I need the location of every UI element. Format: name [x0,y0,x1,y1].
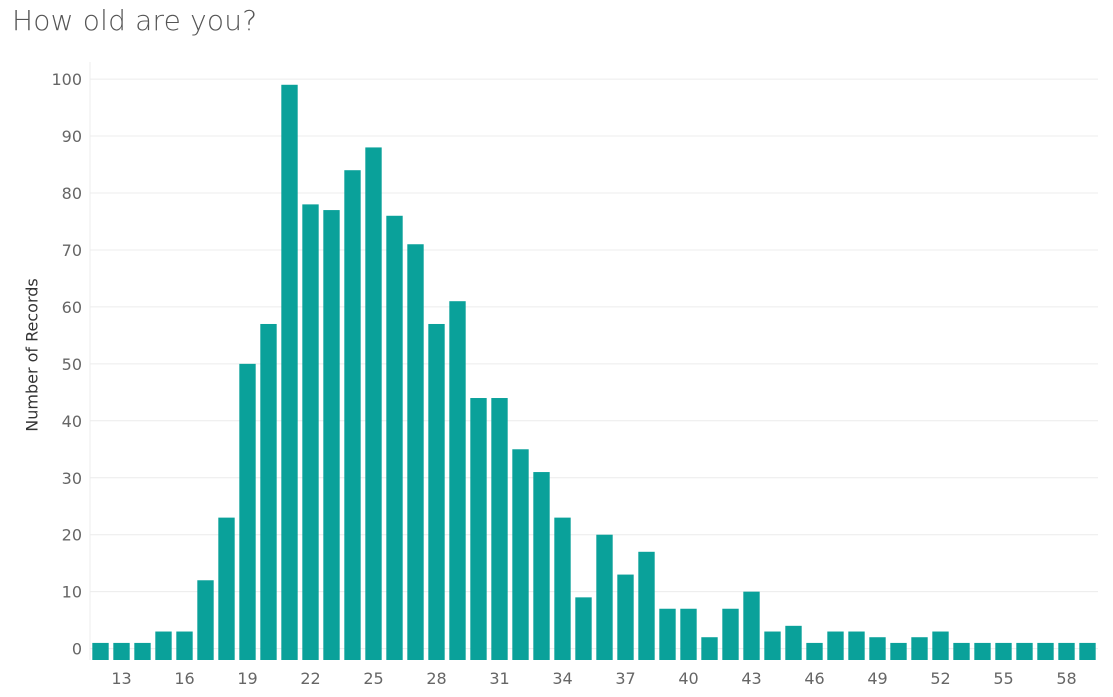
bar-age-54 [974,642,991,660]
bar-age-45 [785,625,802,660]
y-tick-label: 50 [62,355,82,374]
bar-age-44 [764,631,781,660]
x-tick-label: 31 [489,669,509,688]
bar-age-31 [491,398,508,660]
y-tick-label: 40 [62,412,82,431]
x-tick-label: 52 [930,669,950,688]
y-tick-label: 80 [62,184,82,203]
bar-age-12 [92,642,109,660]
x-tick-label: 34 [552,669,572,688]
bar-age-13 [113,642,130,660]
bar-age-32 [512,449,529,660]
bar-age-38 [638,551,655,660]
bar-age-16 [176,631,193,660]
bar-age-59 [1079,642,1096,660]
x-tick-label: 25 [363,669,383,688]
bar-age-42 [722,608,739,660]
y-tick-label: 10 [62,583,82,602]
bar-age-40 [680,608,697,660]
bar-age-20 [260,323,277,660]
bar-age-50 [890,642,907,660]
bar-age-34 [554,517,571,660]
x-tick-label: 28 [426,669,446,688]
x-tick-label: 58 [1056,669,1076,688]
bar-age-46 [806,642,823,660]
bar-age-57 [1037,642,1054,660]
bar-age-28 [428,323,445,660]
bar-age-43 [743,591,760,660]
bar-age-51 [911,637,928,660]
bar-age-24 [344,170,361,660]
bar-age-17 [197,580,214,660]
bar-age-39 [659,608,676,660]
bar-age-26 [386,215,403,660]
bar-age-14 [134,642,151,660]
bar-age-58 [1058,642,1075,660]
bar-age-37 [617,574,634,660]
bar-age-53 [953,642,970,660]
bar-age-19 [239,363,256,660]
y-tick-label: 100 [51,70,82,89]
bar-age-47 [827,631,844,660]
x-tick-label: 49 [867,669,887,688]
y-tick-label: 30 [62,469,82,488]
bar-age-52 [932,631,949,660]
bar-age-30 [470,398,487,660]
bar-age-18 [218,517,235,660]
y-tick-label: 60 [62,298,82,317]
x-tick-label: 43 [741,669,761,688]
y-tick-label: 20 [62,526,82,545]
x-tick-label: 13 [111,669,131,688]
bar-age-48 [848,631,865,660]
y-axis-ticks: 0 10 20 30 40 50 60 70 80 90 100 [51,70,82,659]
bar-age-55 [995,642,1012,660]
bar-age-29 [449,301,466,660]
x-tick-label: 55 [993,669,1013,688]
bar-age-15 [155,631,172,660]
gridlines [89,62,1098,660]
bar-age-25 [365,147,382,660]
y-tick-label: 0 [72,640,82,659]
bar-age-41 [701,637,718,660]
x-tick-label: 16 [174,669,194,688]
x-tick-label: 22 [300,669,320,688]
x-tick-label: 19 [237,669,257,688]
y-tick-label: 70 [62,241,82,260]
bar-age-22 [302,204,319,660]
bars [92,84,1096,661]
bar-age-36 [596,534,613,660]
bar-age-49 [869,637,886,660]
y-tick-label: 90 [62,127,82,146]
x-axis-ticks: 13 16 19 22 25 28 31 34 37 40 43 46 49 52 55 58 [111,669,1076,688]
bar-age-21 [281,84,298,661]
bar-age-23 [323,210,340,661]
bar-age-56 [1016,642,1033,660]
bar-age-33 [533,472,550,660]
x-tick-label: 46 [804,669,824,688]
bar-age-27 [407,244,424,660]
x-tick-label: 37 [615,669,635,688]
bar-age-35 [575,597,592,660]
x-tick-label: 40 [678,669,698,688]
chart-title: How old are you? [12,4,258,37]
